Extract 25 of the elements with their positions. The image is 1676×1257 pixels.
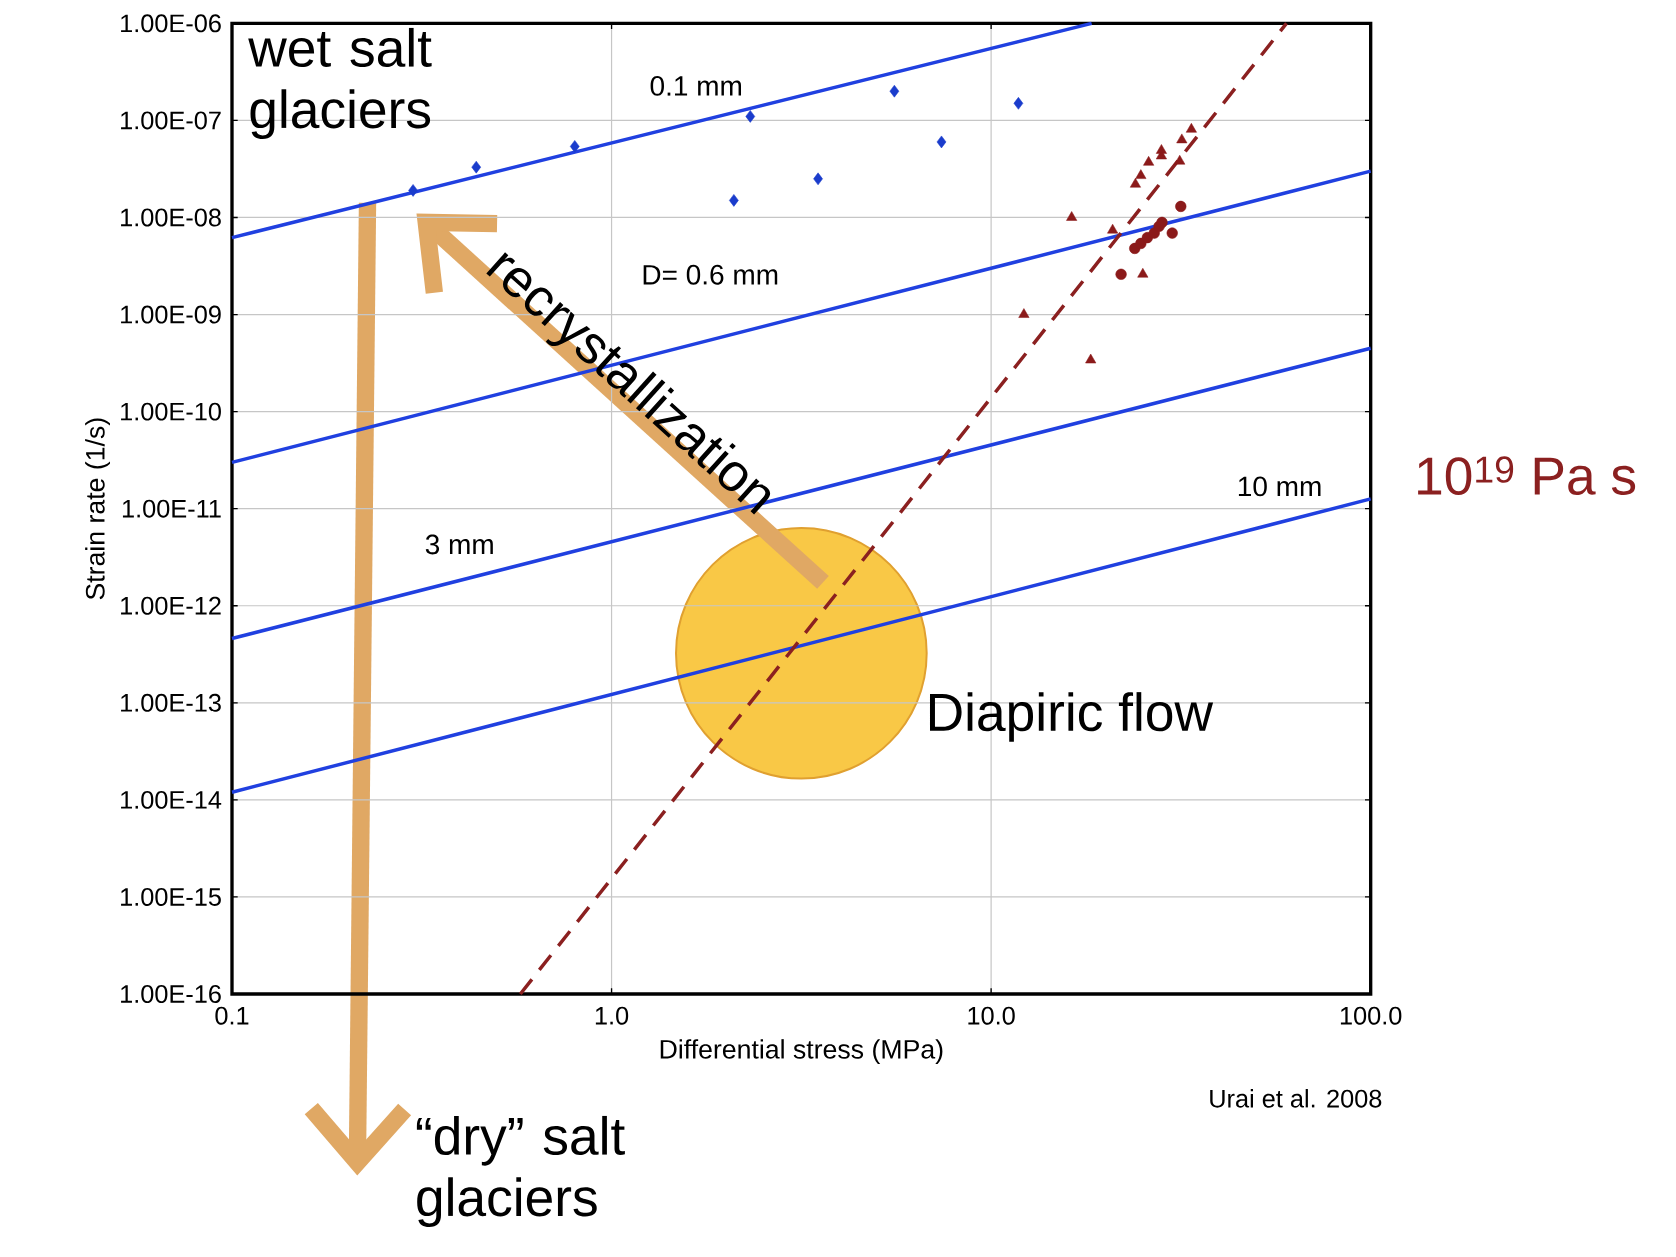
series-label: 3 mm <box>425 534 493 555</box>
text: Urai et al. 2008 <box>1210 1089 1382 1108</box>
y-tick-label: 1.00E-11 <box>122 499 221 518</box>
series-label: 10 mm <box>1238 476 1321 497</box>
y-tick-label: 1.00E-13 <box>121 693 221 712</box>
text: 10$^{19}$ Pa s <box>1418 456 1636 495</box>
y-tick-label: 1.00E-08 <box>121 208 221 227</box>
x-tick-label: 10.0 <box>968 1006 1015 1025</box>
annotation: Diapiric flow <box>929 692 1214 742</box>
y-axis-title: Strain rate (1/s) <box>85 418 110 600</box>
y-tick-label: 1.00E-10 <box>121 402 221 421</box>
y-tick-label: 1.00E-09 <box>121 305 221 324</box>
y-tick-label: 1.00E-07 <box>121 111 221 130</box>
x-tick-label: 0.1 <box>215 1006 249 1025</box>
annotation: wet salt glaciers <box>248 27 432 139</box>
x-tick-label: 1.0 <box>595 1006 629 1025</box>
series-label: 0.1 mm <box>650 76 741 96</box>
y-tick-label: 1.00E-12 <box>121 596 221 615</box>
x-tick-label: 100.0 <box>1340 1006 1402 1025</box>
y-tick-label: 1.00E-16 <box>121 985 221 1003</box>
x-axis-title: Differential stress (MPa) <box>660 1039 943 1064</box>
text: “dry” salt glaciers <box>416 1115 625 1227</box>
y-tick-label: 1.00E-06 <box>121 14 221 33</box>
y-tick-label: 1.00E-15 <box>121 887 221 906</box>
y-tick-label: 1.00E-14 <box>121 790 222 809</box>
